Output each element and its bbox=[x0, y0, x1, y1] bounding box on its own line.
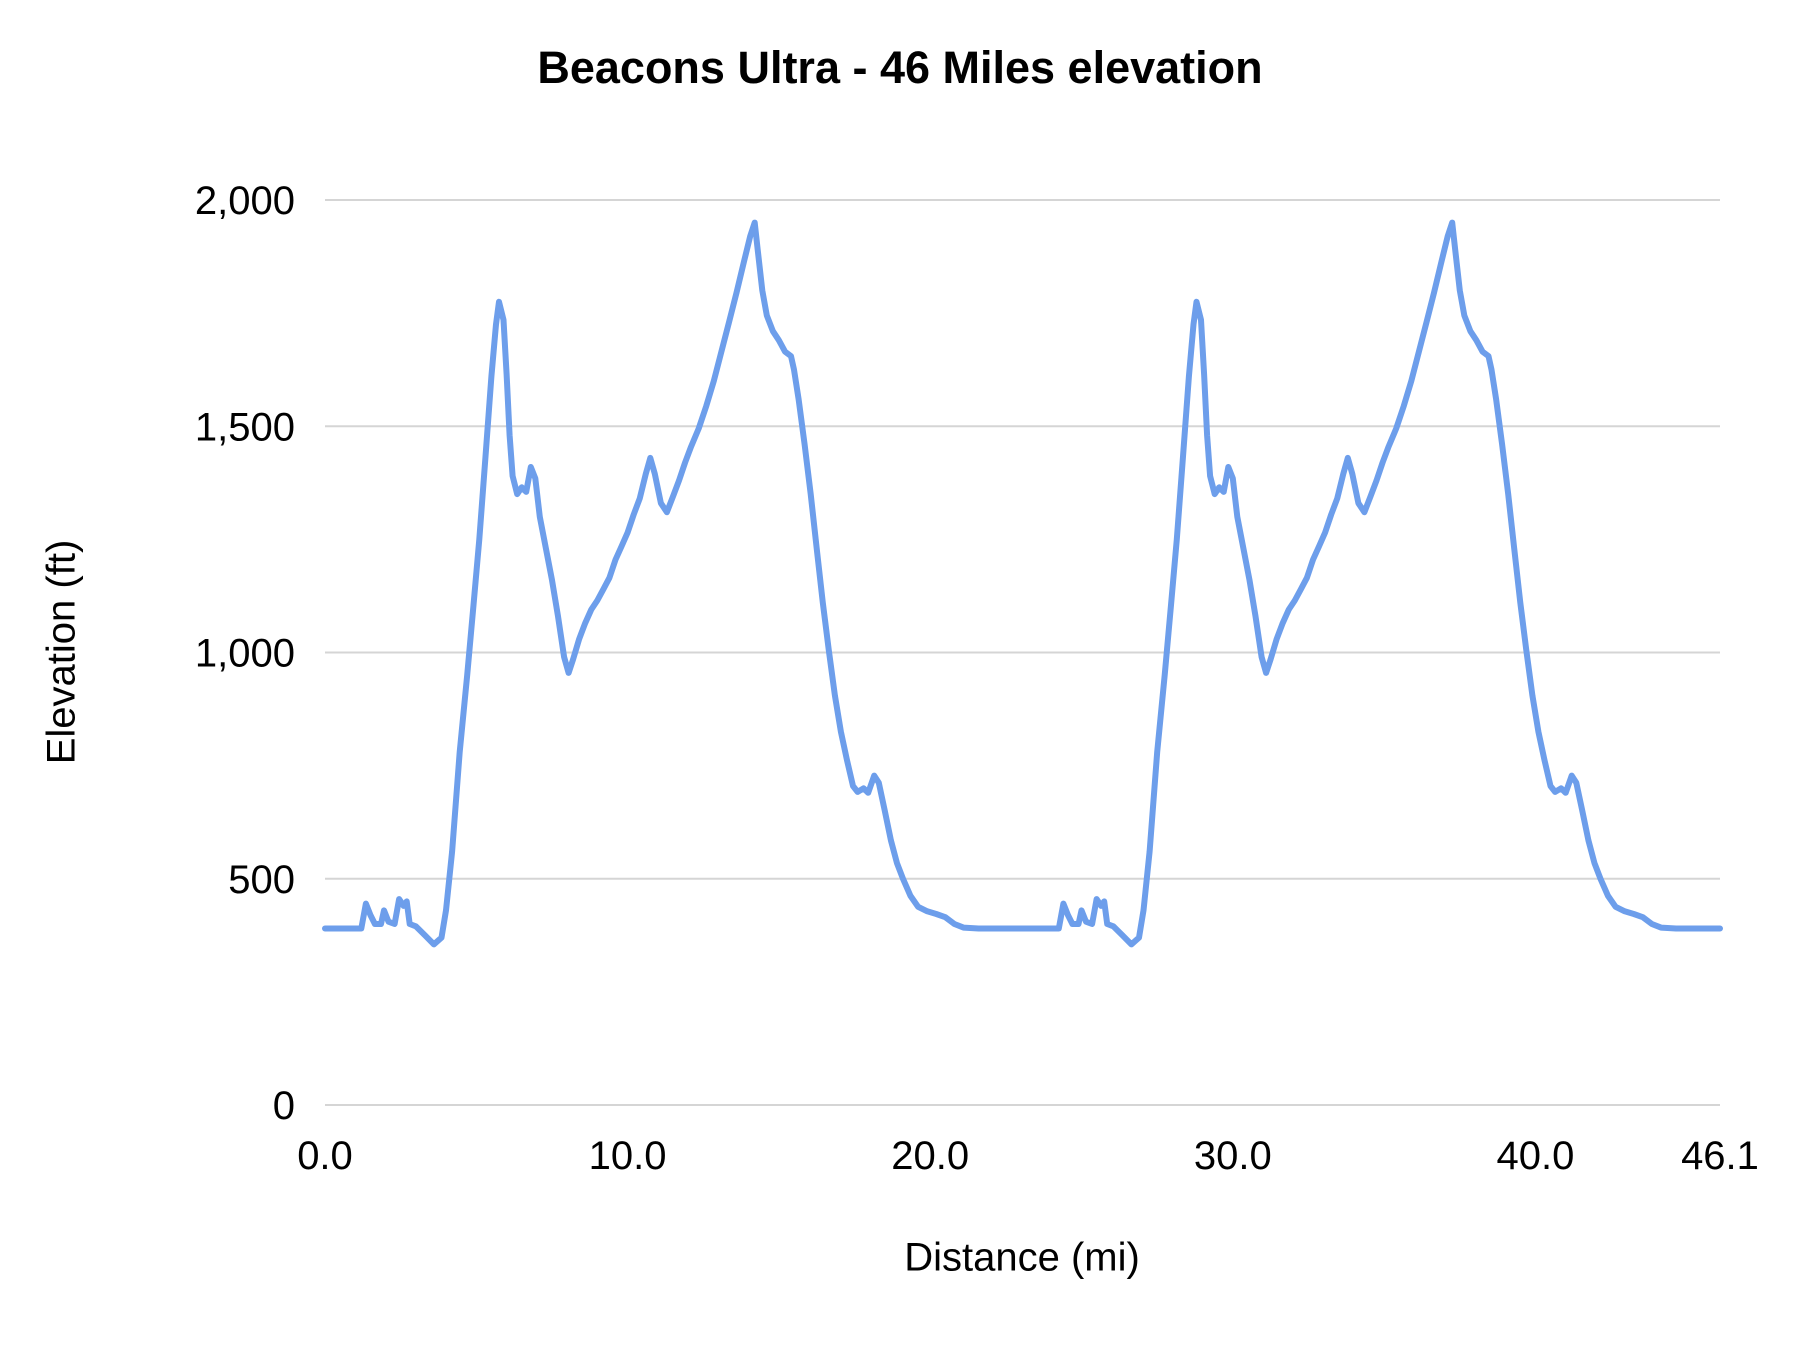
y-tick-label: 500 bbox=[228, 858, 295, 902]
x-tick-label: 40.0 bbox=[1496, 1134, 1574, 1178]
elevation-line bbox=[322, 219, 1723, 948]
y-tick-label: 1,500 bbox=[195, 405, 295, 449]
y-tick-label: 0 bbox=[273, 1084, 295, 1128]
x-tick-label: 0.0 bbox=[297, 1134, 353, 1178]
chart-title: Beacons Ultra - 46 Miles elevation bbox=[537, 42, 1263, 93]
x-tick-label: 30.0 bbox=[1194, 1134, 1272, 1178]
x-tick-label: 10.0 bbox=[589, 1134, 667, 1178]
y-tick-label: 2,000 bbox=[195, 179, 295, 223]
y-tick-label: 1,000 bbox=[195, 632, 295, 676]
x-tick-label: 20.0 bbox=[891, 1134, 969, 1178]
x-tick-label: 46.1 bbox=[1681, 1134, 1759, 1178]
x-axis-title: Distance (mi) bbox=[904, 1235, 1140, 1280]
